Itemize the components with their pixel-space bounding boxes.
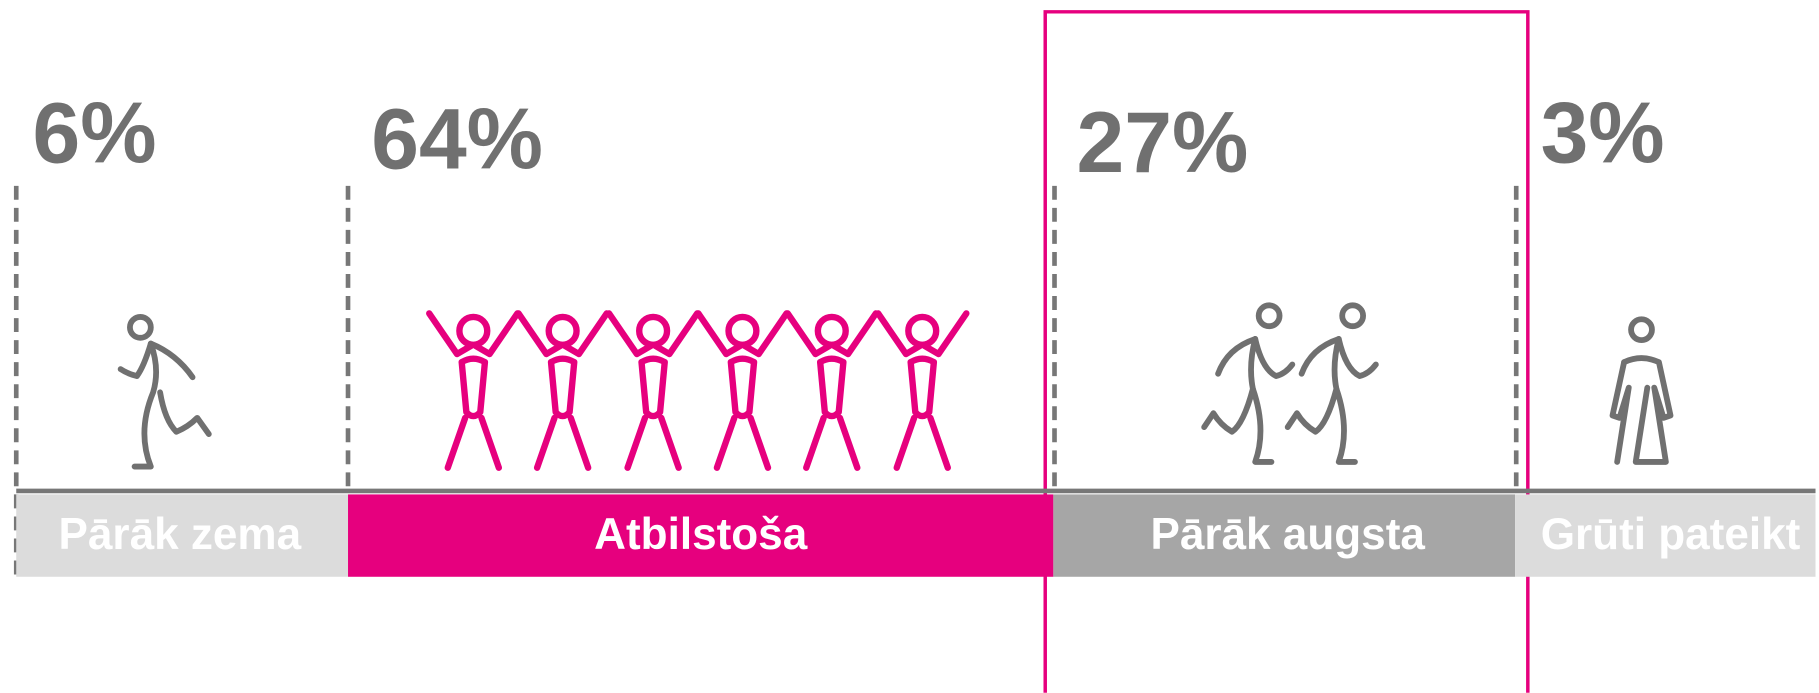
standing-icon bbox=[1609, 316, 1674, 465]
segment-label: Atbilstoša bbox=[594, 510, 808, 559]
percentage: 64% bbox=[371, 91, 543, 187]
running-icons bbox=[1204, 305, 1376, 462]
percentage: 27% bbox=[1077, 95, 1249, 191]
jumping-icons bbox=[429, 313, 966, 467]
segment-bar bbox=[1515, 494, 1816, 577]
segment-label: Grūti pateikt bbox=[1541, 510, 1801, 559]
segment-label: Pārāk zema bbox=[59, 510, 302, 559]
segment-bar bbox=[348, 494, 1054, 577]
segment-bar bbox=[16, 494, 349, 577]
percentage: 6% bbox=[32, 86, 156, 182]
segment-label: Pārāk augsta bbox=[1150, 510, 1425, 559]
segment-bar bbox=[1053, 494, 1516, 577]
walking-icon bbox=[117, 314, 212, 470]
percentage: 3% bbox=[1541, 86, 1665, 182]
highlight-frame bbox=[1043, 10, 1530, 693]
